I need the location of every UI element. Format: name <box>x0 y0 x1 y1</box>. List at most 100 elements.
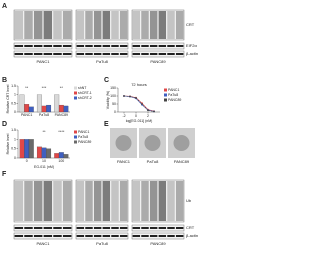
x-tick-label: -2 <box>122 114 125 118</box>
point <box>153 110 155 113</box>
band <box>33 53 43 55</box>
bar <box>24 139 30 159</box>
blot-frame <box>131 42 185 50</box>
row-label: CRT <box>186 225 195 230</box>
significance: ** <box>25 85 29 90</box>
band <box>111 53 119 55</box>
smear <box>111 11 119 39</box>
bar <box>24 104 30 113</box>
band <box>102 235 111 237</box>
smear <box>102 181 111 221</box>
legend-label: shCRT-1 <box>78 91 92 95</box>
point <box>129 95 131 98</box>
band <box>132 235 141 237</box>
y-axis-label: Relative CRT level <box>6 84 10 113</box>
band <box>85 227 93 229</box>
band <box>43 53 53 55</box>
smear <box>175 181 184 221</box>
band <box>111 45 119 47</box>
band <box>149 53 158 55</box>
band <box>14 45 24 47</box>
band <box>53 53 62 55</box>
band <box>43 227 53 229</box>
band <box>14 235 24 237</box>
smear <box>93 181 102 221</box>
band <box>119 235 128 237</box>
band <box>93 53 102 55</box>
point <box>147 109 149 112</box>
band <box>76 235 85 237</box>
y-tick-label: 0.5 <box>11 147 16 151</box>
x-tick-label: 0 <box>135 114 137 118</box>
legend-swatch <box>74 140 77 144</box>
bar <box>19 94 25 113</box>
band <box>119 227 128 229</box>
blot-frame <box>13 179 73 223</box>
series-line <box>123 95 155 112</box>
smear <box>76 11 85 39</box>
bar <box>36 94 42 113</box>
band <box>149 227 158 229</box>
band <box>132 45 141 47</box>
smear <box>158 181 167 221</box>
image-label: PaTu8 <box>147 159 159 164</box>
band <box>33 45 43 47</box>
legend-swatch <box>74 130 77 134</box>
band <box>53 235 62 237</box>
band <box>141 45 149 47</box>
significance: **** <box>58 129 65 134</box>
y-axis-label: Viability (%) <box>106 91 110 109</box>
legend-label: shNT <box>78 86 87 90</box>
band <box>14 227 24 229</box>
y-tick-label: 100 <box>110 94 116 98</box>
x-tick-label: 100 <box>58 159 64 163</box>
panel-letter: A <box>2 3 7 10</box>
band <box>76 227 85 229</box>
smear <box>119 11 128 39</box>
band <box>111 227 119 229</box>
band <box>85 53 93 55</box>
band <box>132 53 141 55</box>
bar <box>19 139 25 159</box>
band <box>167 227 175 229</box>
legend-label: PANC1 <box>78 130 89 134</box>
spheroid <box>115 135 132 151</box>
y-tick-label: 0 <box>14 110 16 114</box>
y-tick-label: 0.5 <box>11 101 16 105</box>
x-tick-label: PaTu8 <box>39 113 49 117</box>
smear <box>167 11 175 39</box>
legend-swatch <box>74 91 77 95</box>
legend-label: PANC89 <box>168 98 181 102</box>
blot-frame <box>131 9 185 41</box>
bar <box>41 147 47 159</box>
band <box>158 235 167 237</box>
legend-swatch <box>74 135 77 139</box>
x-tick-label: PANC1 <box>21 113 32 117</box>
band <box>102 45 111 47</box>
y-tick-label: 1.5 <box>11 128 16 132</box>
blot-frame <box>131 232 185 240</box>
y-tick-label: 0 <box>14 156 16 160</box>
smear <box>93 11 102 39</box>
smear <box>85 11 93 39</box>
band <box>62 235 72 237</box>
band <box>85 235 93 237</box>
cell-line-label: PaTu8 <box>96 59 108 64</box>
row-label: β-actin <box>186 233 198 238</box>
smear <box>102 11 111 39</box>
bar <box>46 148 52 159</box>
legend-swatch <box>74 86 77 90</box>
legend-label: shCRT-2 <box>78 96 92 100</box>
band <box>62 45 72 47</box>
band <box>33 235 43 237</box>
bar <box>58 104 64 113</box>
band <box>24 53 33 55</box>
band <box>167 53 175 55</box>
blot-frame <box>75 224 129 232</box>
smear <box>14 11 24 39</box>
bar <box>28 139 34 159</box>
legend-label: PaTu8 <box>168 93 178 97</box>
cell-line-label: PANC1 <box>36 59 50 64</box>
band <box>158 53 167 55</box>
smear <box>158 11 167 39</box>
